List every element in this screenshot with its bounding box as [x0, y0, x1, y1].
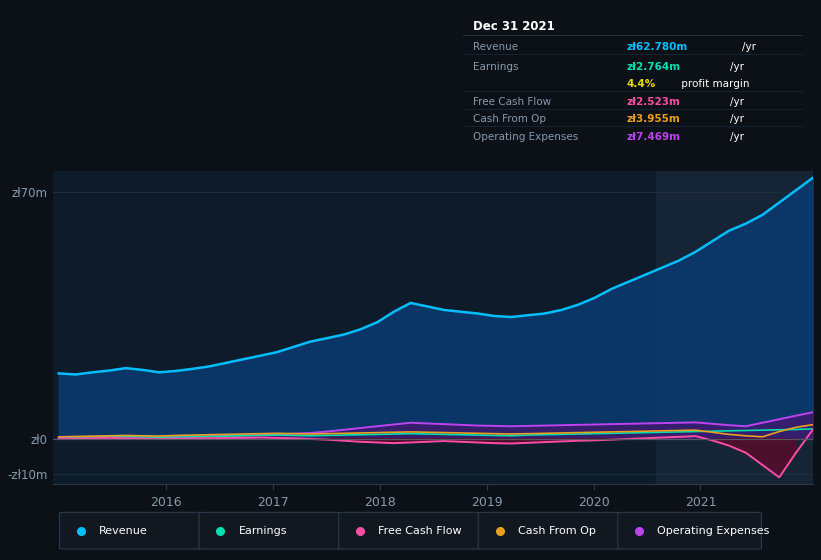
Text: zł2.523m: zł2.523m: [626, 97, 680, 107]
FancyBboxPatch shape: [478, 512, 622, 549]
Text: Cash From Op: Cash From Op: [518, 526, 595, 536]
Bar: [655, 171, 821, 484]
Text: profit margin: profit margin: [678, 80, 750, 89]
Text: zł7.469m: zł7.469m: [626, 133, 681, 142]
Text: Free Cash Flow: Free Cash Flow: [473, 97, 552, 107]
Text: Revenue: Revenue: [99, 526, 148, 536]
Text: 4.4%: 4.4%: [626, 80, 655, 89]
Text: Operating Expenses: Operating Expenses: [473, 133, 579, 142]
Text: zł3.955m: zł3.955m: [626, 114, 680, 124]
Text: Earnings: Earnings: [239, 526, 287, 536]
FancyBboxPatch shape: [617, 512, 762, 549]
Text: /yr: /yr: [730, 97, 744, 107]
Text: Earnings: Earnings: [473, 63, 519, 72]
Text: /yr: /yr: [742, 42, 756, 52]
Text: /yr: /yr: [730, 133, 744, 142]
Text: Operating Expenses: Operating Expenses: [658, 526, 769, 536]
Text: Cash From Op: Cash From Op: [473, 114, 546, 124]
Text: /yr: /yr: [730, 63, 744, 72]
FancyBboxPatch shape: [338, 512, 482, 549]
FancyBboxPatch shape: [60, 512, 204, 549]
Text: Dec 31 2021: Dec 31 2021: [473, 20, 555, 33]
FancyBboxPatch shape: [200, 512, 343, 549]
Text: zł2.764m: zł2.764m: [626, 63, 681, 72]
Text: Free Cash Flow: Free Cash Flow: [378, 526, 461, 536]
Text: Revenue: Revenue: [473, 42, 518, 52]
Text: /yr: /yr: [730, 114, 744, 124]
Text: zł62.780m: zł62.780m: [626, 42, 687, 52]
